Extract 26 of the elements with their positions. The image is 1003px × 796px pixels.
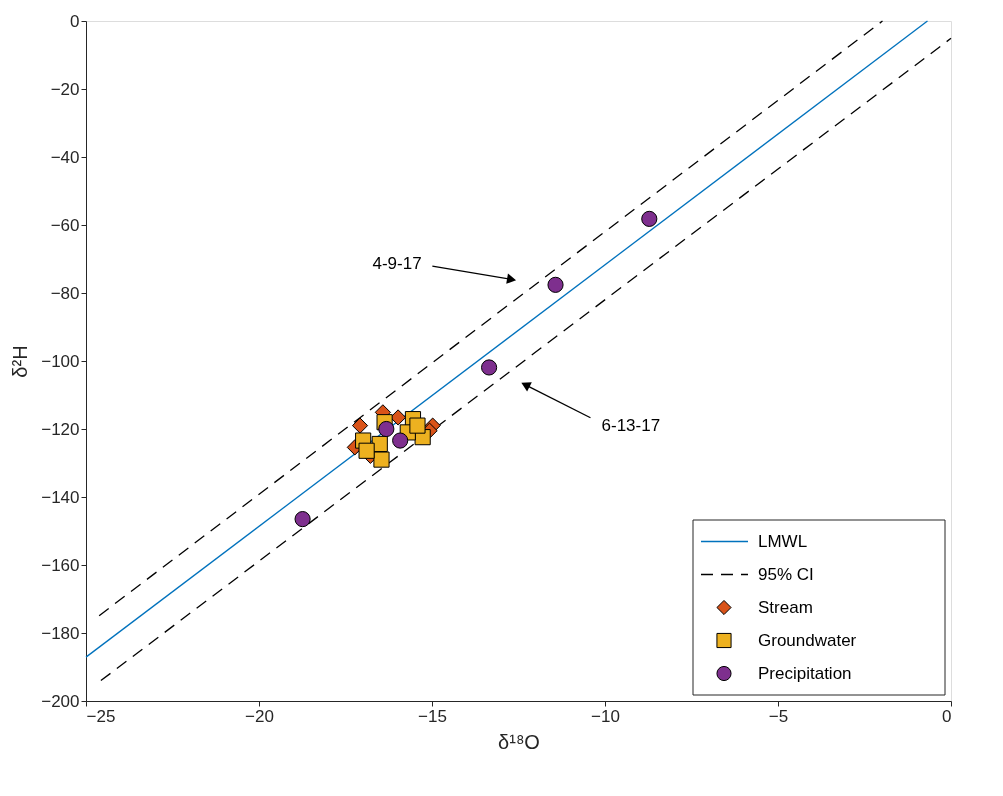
y-axis-title: δ²H [9, 345, 32, 378]
x-tick-label: −15 [418, 706, 447, 726]
annotation: 4-9-17 [372, 254, 422, 274]
x-tick-label: −20 [245, 706, 274, 726]
y-tick-label: −20 [50, 79, 80, 99]
y-tick-label: −140 [41, 487, 80, 507]
y-tick-label: −180 [41, 623, 80, 643]
legend-label: 95% CI [758, 564, 814, 584]
legend-label: Precipitation [758, 663, 852, 683]
x-tick-label: −25 [86, 706, 116, 726]
y-tick-label: −100 [41, 351, 80, 371]
y-tick-label: −80 [50, 283, 80, 303]
y-tick-label: −200 [41, 691, 80, 711]
x-tick-label: 0 [942, 706, 952, 726]
legend-label: LMWL [758, 531, 808, 551]
y-tick-label: −160 [41, 555, 80, 575]
y-tick-label: −120 [41, 419, 80, 439]
annotation: 6-13-17 [601, 415, 661, 435]
legend-label: Groundwater [758, 630, 857, 650]
legend-label: Stream [758, 597, 813, 617]
y-tick-label: 0 [70, 11, 80, 31]
x-axis-title: δ¹⁸O [498, 730, 540, 753]
x-tick-label: −5 [768, 706, 789, 726]
y-tick-label: −60 [50, 215, 80, 235]
y-tick-label: −40 [50, 147, 80, 167]
x-tick-label: −10 [591, 706, 620, 726]
